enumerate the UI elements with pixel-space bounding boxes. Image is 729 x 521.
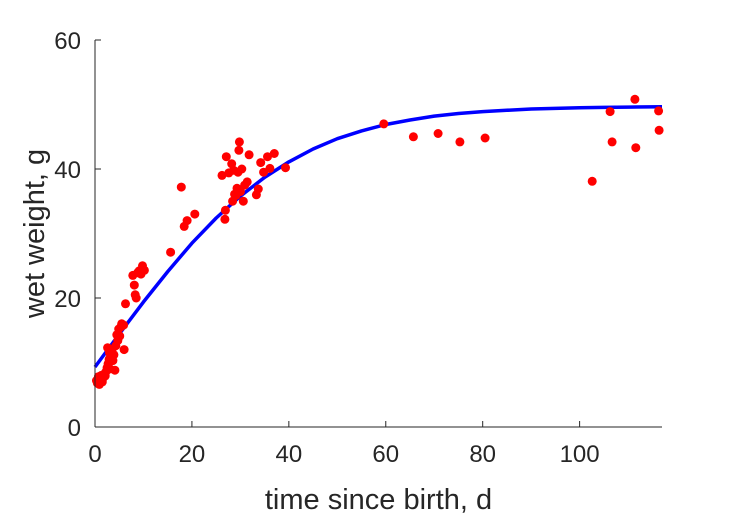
data-point [235,187,245,197]
data-point [256,158,266,168]
y-ticks: 0 20 40 60 [54,28,101,442]
data-point [217,170,227,180]
data-point [176,182,186,192]
data-point [263,152,272,162]
data-point [630,94,640,104]
x-tick-label: 60 [372,441,399,468]
data-point [455,137,465,147]
y-tick-label: 60 [54,28,81,55]
data-point [253,184,263,194]
data-point [119,345,129,355]
y-tick-label: 0 [68,415,81,442]
x-tick-label: 100 [560,441,600,468]
data-point [129,280,139,290]
data-point [166,247,176,257]
data-point [433,129,443,138]
plot-area [92,94,664,389]
data-point [115,331,125,341]
x-axis-label: time since birth, d [265,484,492,516]
fit-curve [93,105,663,369]
y-tick-label: 40 [54,157,81,184]
data-point [408,132,418,142]
data-point [238,196,248,206]
data-point [605,107,615,117]
data-point [107,345,116,355]
x-tick-label: 80 [469,441,496,468]
x-ticks: 0 20 40 60 80 100 [88,421,600,468]
data-point [221,152,231,162]
data-point [182,216,192,226]
y-tick-label: 20 [54,286,81,313]
data-point [220,214,230,224]
x-tick-label: 0 [88,441,101,468]
data-point [654,125,664,135]
data-point [110,365,120,375]
data-point [220,205,230,215]
data-point [480,133,490,143]
y-axis-label: wet weight, g [19,149,51,319]
data-point [269,149,279,158]
x-tick-label: 40 [275,441,302,468]
data-point [281,163,290,173]
data-point [587,176,597,186]
data-point [607,137,617,147]
data-point [131,293,141,303]
data-point [379,119,389,129]
data-point [119,320,129,330]
data-points-layer [92,94,664,389]
data-point [234,137,244,147]
data-point [234,145,244,155]
data-point [237,164,247,174]
data-point [139,265,149,275]
data-point [265,163,275,173]
data-point [654,106,664,116]
data-point [190,209,200,219]
data-point [121,299,130,309]
data-point [242,177,252,187]
fit-curve-layer [93,105,663,369]
data-point [631,143,641,153]
axes: 0 20 40 60 80 100 0 20 40 60 [54,28,662,468]
x-tick-label: 20 [179,441,206,468]
data-point [244,150,254,160]
